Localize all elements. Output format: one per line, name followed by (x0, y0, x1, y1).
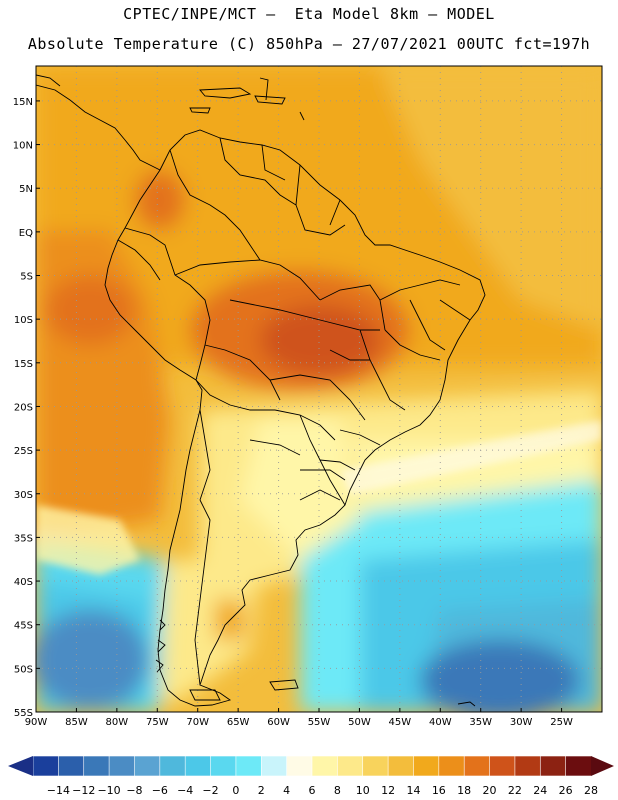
lat-label: 35S (14, 533, 33, 544)
lat-label: 40S (14, 577, 33, 588)
lon-label: 65W (227, 717, 250, 728)
colorbar-swatch (311, 755, 339, 777)
lon-label: 85W (65, 717, 88, 728)
colorbar-swatch (108, 755, 136, 777)
colorbar-label: 6 (309, 784, 316, 797)
lon-label: 90W (25, 717, 48, 728)
lat-label: 30S (14, 490, 33, 501)
colorbar-label: −6 (152, 784, 168, 797)
colorbar-right-arrow (591, 756, 614, 776)
colorbar-label: −2 (202, 784, 218, 797)
colorbar-label: 28 (584, 784, 598, 797)
colorbar-swatch (413, 755, 440, 777)
lon-label: 45W (389, 717, 412, 728)
lon-label: 80W (106, 717, 129, 728)
colorbar-left-arrow (8, 756, 33, 776)
colorbar-label: 22 (508, 784, 522, 797)
colorbar-swatch (387, 755, 415, 777)
colorbar-label: 4 (283, 784, 290, 797)
lon-label: 50W (348, 717, 371, 728)
colorbar-swatch (83, 755, 110, 777)
colorbar-swatch (539, 755, 567, 777)
colorbar-swatch (463, 755, 491, 777)
colorbar-swatch (235, 755, 263, 777)
colorbar: −14 −12 −10 −8 −6 −4 −2 0 2 4 6 8 10 12 14 16 18 20 22 24 26… (8, 755, 614, 797)
colorbar-label: 10 (356, 784, 370, 797)
lat-label: 5N (19, 184, 33, 195)
colorbar-swatch (159, 755, 186, 777)
lon-label: 75W (146, 717, 169, 728)
lat-label: 10N (13, 141, 33, 152)
coastline-borders (36, 74, 486, 707)
lon-label: 60W (267, 717, 290, 728)
colorbar-label: −12 (72, 784, 95, 797)
colorbar-swatch (58, 755, 85, 777)
lat-label: 55S (14, 708, 33, 719)
colorbar-swatch (134, 755, 161, 777)
lat-label: 50S (14, 664, 33, 675)
colorbar-label: 20 (483, 784, 497, 797)
colorbar-label: 0 (232, 784, 239, 797)
colorbar-label: 18 (457, 784, 471, 797)
lon-label: 25W (550, 717, 573, 728)
colorbar-label: 12 (381, 784, 395, 797)
colorbar-label: −4 (177, 784, 193, 797)
colorbar-label: 14 (406, 784, 420, 797)
lat-label: EQ (19, 228, 33, 239)
colorbar-swatch (32, 755, 60, 777)
map-title-line1: CPTEC/INPE/MCT – Eta Model 8km – MODEL (123, 5, 495, 23)
colorbar-label: −8 (126, 784, 142, 797)
lon-label: 30W (510, 717, 533, 728)
lat-label: 45S (14, 621, 33, 632)
colorbar-swatch (286, 755, 313, 777)
colorbar-label: 2 (258, 784, 265, 797)
colorbar-label: 26 (559, 784, 573, 797)
lon-label: 55W (308, 717, 331, 728)
lon-label: 40W (429, 717, 452, 728)
colorbar-label: 8 (334, 784, 341, 797)
lat-label: 15S (14, 359, 33, 370)
lat-label: 20S (14, 402, 33, 413)
lat-label: 10S (14, 315, 33, 326)
colorbar-swatch (362, 755, 389, 777)
colorbar-swatch (184, 755, 212, 777)
colorbar-label: −10 (97, 784, 120, 797)
colorbar-label: 16 (432, 784, 446, 797)
colorbar-swatch (337, 755, 364, 777)
colorbar-swatch (565, 755, 592, 777)
map-title-line2: Absolute Temperature (C) 850hPa – 27/07/… (27, 35, 591, 53)
lon-label: 70W (186, 717, 209, 728)
colorbar-swatch (514, 755, 542, 777)
colorbar-swatch (260, 755, 288, 777)
temperature-field (36, 66, 602, 712)
lat-label: 15N (13, 97, 33, 108)
lat-label: 5S (20, 272, 33, 283)
lat-label: 25S (14, 446, 33, 457)
colorbar-label: −14 (47, 784, 70, 797)
colorbar-label: 24 (533, 784, 547, 797)
colorbar-swatch (438, 755, 465, 777)
lon-label: 35W (469, 717, 492, 728)
colorbar-swatch (210, 755, 237, 777)
colorbar-swatch (489, 755, 516, 777)
